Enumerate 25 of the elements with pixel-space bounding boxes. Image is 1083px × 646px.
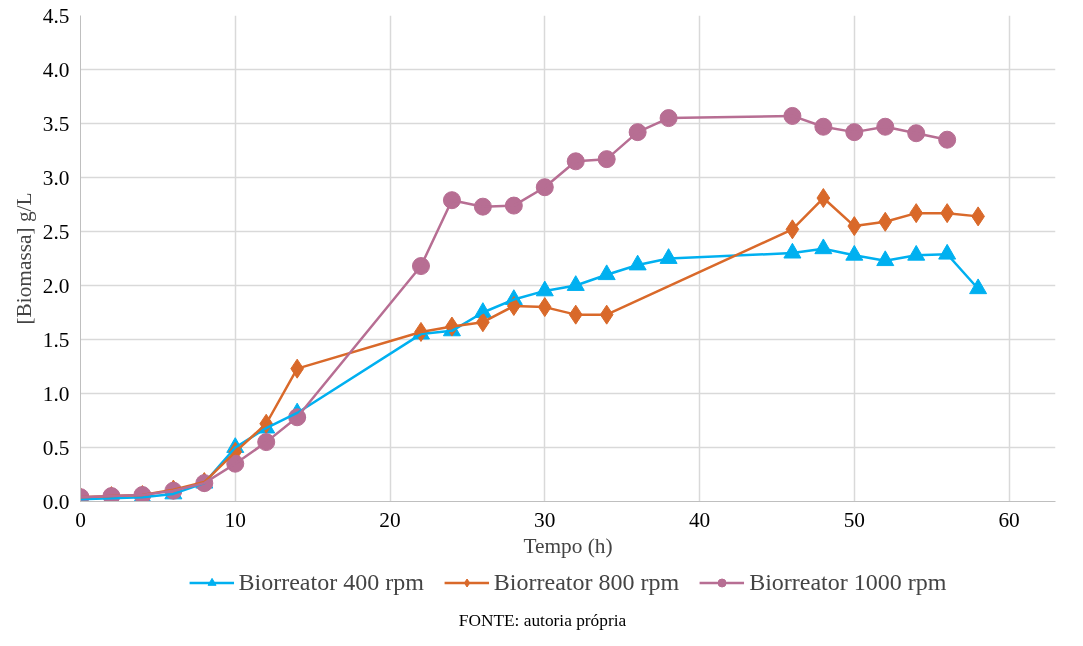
- legend-label: Biorreator 1000 rpm: [749, 568, 947, 596]
- y-tick-label: 3.0: [42, 165, 70, 190]
- y-tick-label: 3.5: [42, 111, 70, 136]
- point: [938, 130, 957, 149]
- x-tick-label: 60: [998, 507, 1020, 532]
- source-note: FONTE: autoria própria: [458, 610, 627, 632]
- y-tick-label: 4.0: [42, 57, 70, 82]
- legend-label: Biorreator 800 rpm: [493, 568, 680, 596]
- y-tick-label: 0.5: [42, 435, 70, 460]
- x-axis-title: Tempo (h): [523, 533, 613, 558]
- y-tick-label: 0.0: [42, 489, 70, 514]
- y-axis-title: [Biomassa] g/L: [11, 192, 36, 325]
- y-tick-label: 2.5: [42, 219, 70, 244]
- x-tick-label: 50: [843, 507, 865, 532]
- y-tick-label: 4.5: [42, 3, 70, 28]
- y-tick-label: 1.5: [42, 327, 70, 352]
- x-tick-label: 10: [224, 507, 246, 532]
- x-tick-label: 20: [379, 507, 401, 532]
- legend-label: Biorreator 400 rpm: [238, 568, 424, 596]
- x-tick-label: 40: [688, 507, 711, 532]
- x-tick-label: 30: [534, 507, 556, 532]
- y-tick-label: 2.0: [42, 273, 70, 298]
- point: [969, 278, 988, 295]
- x-tick-label: 0: [75, 507, 86, 532]
- y-tick-label: 1.0: [42, 381, 70, 406]
